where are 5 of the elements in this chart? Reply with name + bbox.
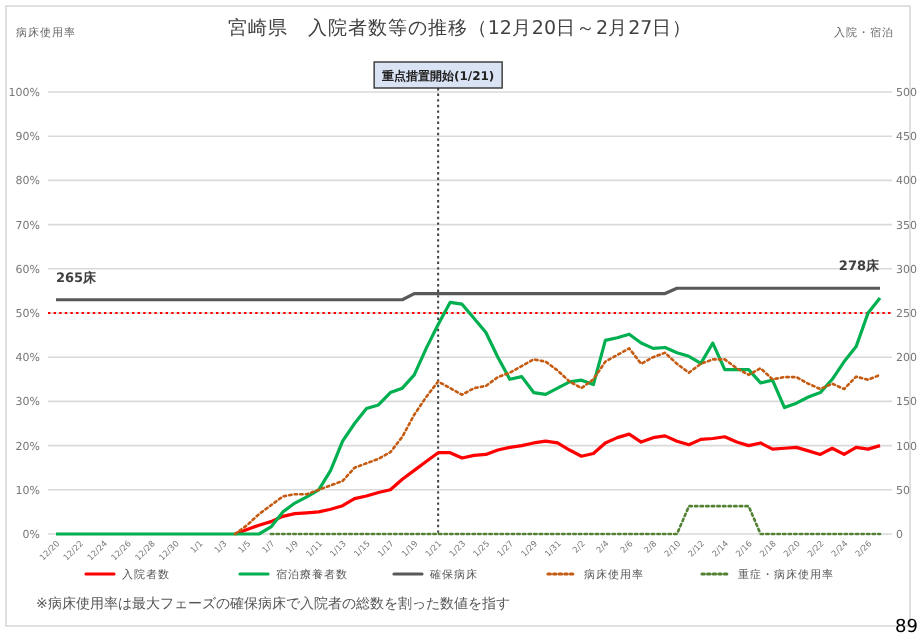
line-series [233, 432, 882, 536]
chart-title: 宮崎県 入院者数等の推移（12月20日～2月27日） [227, 16, 693, 40]
line-series [54, 296, 882, 536]
line-series [233, 347, 882, 536]
text: 89 [895, 618, 919, 638]
